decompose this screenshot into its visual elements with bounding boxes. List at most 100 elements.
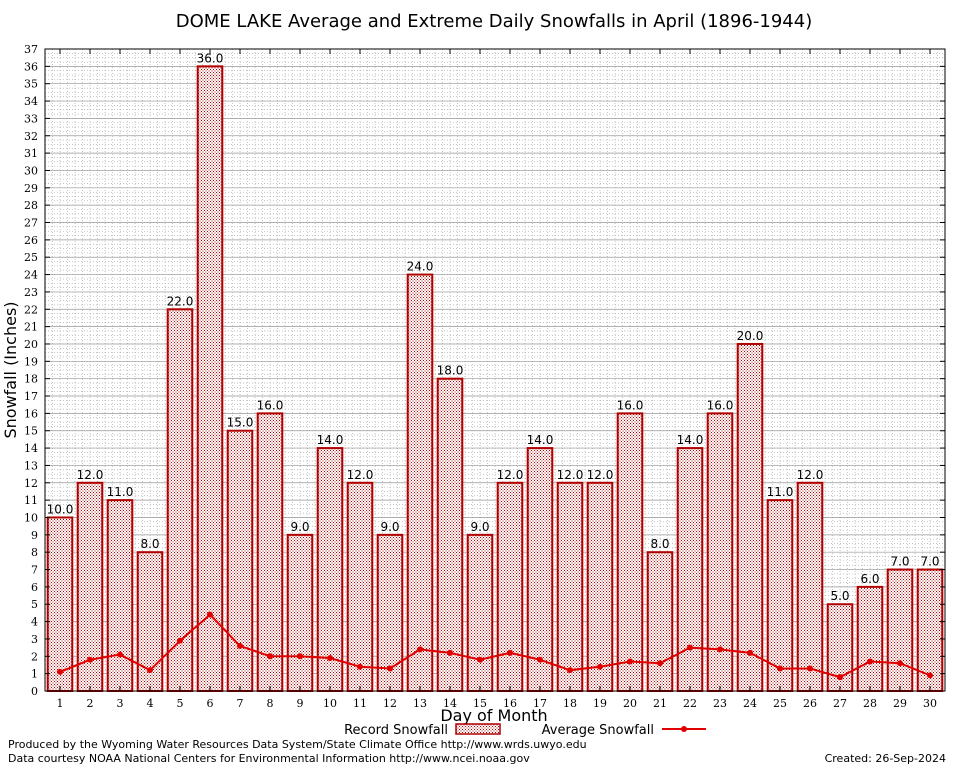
- y-tick-label: 18: [24, 373, 38, 386]
- x-tick-label: 7: [237, 697, 244, 710]
- y-tick-label: 27: [24, 217, 38, 230]
- x-tick-label: 16: [503, 697, 517, 710]
- record-bar: [616, 412, 644, 692]
- x-tick-label: 25: [773, 697, 787, 710]
- average-point: [747, 649, 753, 656]
- average-point: [417, 646, 423, 653]
- average-point: [807, 665, 813, 672]
- record-bar: [886, 568, 914, 692]
- record-bar-label: 8.0: [650, 537, 669, 551]
- y-tick-label: 6: [31, 581, 38, 594]
- record-bar: [556, 481, 584, 692]
- record-bar: [316, 447, 344, 692]
- footer-produced-by: Produced by the Wyoming Water Resources …: [8, 738, 587, 751]
- x-tick-label: 23: [713, 697, 727, 710]
- y-tick-label: 29: [24, 182, 38, 195]
- y-tick-label: 10: [24, 511, 38, 524]
- y-tick-label: 12: [24, 477, 38, 490]
- record-bar-label: 11.0: [107, 485, 134, 499]
- average-point: [717, 646, 723, 653]
- x-tick-label: 10: [323, 697, 337, 710]
- y-tick-label: 22: [24, 303, 38, 316]
- y-tick-label: 8: [31, 546, 38, 559]
- record-bar: [586, 481, 614, 692]
- x-tick-label: 17: [533, 697, 547, 710]
- record-bar: [406, 273, 434, 692]
- average-point: [567, 667, 573, 674]
- average-point: [387, 665, 393, 672]
- record-bar-label: 12.0: [347, 468, 374, 482]
- y-tick-label: 31: [24, 147, 38, 160]
- x-tick-label: 4: [147, 697, 154, 710]
- record-bar: [856, 585, 884, 693]
- record-bar-label: 18.0: [437, 364, 464, 378]
- x-tick-label: 21: [653, 697, 667, 710]
- average-point: [687, 644, 693, 651]
- record-bar-label: 36.0: [197, 51, 224, 65]
- bars: [46, 65, 944, 693]
- x-tick-label: 24: [743, 697, 757, 710]
- grid: [44, 48, 946, 692]
- y-tick-label: 28: [24, 199, 38, 212]
- plot-frame: [44, 48, 946, 692]
- y-tick-label: 4: [31, 616, 38, 629]
- record-bar-label: 14.0: [317, 433, 344, 447]
- record-bar: [526, 447, 554, 692]
- y-tick-label: 7: [31, 564, 38, 577]
- legend: Record Snowfall Average Snowfall: [344, 723, 706, 738]
- average-point: [597, 663, 603, 670]
- x-tick-label: 1: [57, 697, 64, 710]
- x-tick-label: 12: [383, 697, 397, 710]
- average-point: [867, 658, 873, 665]
- record-bar-label: 5.0: [830, 589, 849, 603]
- y-tick-label: 17: [24, 390, 38, 403]
- x-tick-label: 26: [803, 697, 817, 710]
- average-point: [267, 653, 273, 660]
- y-tick-label: 5: [31, 598, 38, 611]
- average-point: [327, 655, 333, 662]
- record-bar-label: 12.0: [497, 468, 524, 482]
- y-tick-label: 0: [31, 685, 38, 698]
- y-tick-label: 23: [24, 286, 38, 299]
- y-tick-label: 36: [24, 60, 38, 73]
- y-tick-label: 21: [24, 321, 38, 334]
- record-bar: [796, 481, 824, 692]
- y-tick-label: 34: [24, 95, 38, 108]
- footer-data-courtesy: Data courtesy NOAA National Centers for …: [8, 752, 530, 765]
- y-tick-label: 32: [24, 130, 38, 143]
- y-axis-label: Snowfall (Inches): [1, 301, 20, 438]
- x-tick-label: 11: [353, 697, 367, 710]
- legend-average-label: Average Snowfall: [542, 723, 654, 738]
- legend-average-marker: [681, 726, 687, 732]
- x-tick-label: 9: [297, 697, 304, 710]
- record-bar-label: 22.0: [167, 294, 194, 308]
- record-bar: [646, 551, 674, 693]
- average-point: [117, 651, 123, 658]
- y-tick-label: 24: [24, 269, 38, 282]
- y-tick-label: 35: [24, 78, 38, 91]
- record-bar-label: 16.0: [617, 398, 644, 412]
- record-bar-label: 14.0: [677, 433, 704, 447]
- record-bar-label: 7.0: [920, 555, 939, 569]
- y-tick-label: 25: [24, 251, 38, 264]
- record-bar: [256, 412, 284, 692]
- record-bar-label: 7.0: [890, 555, 909, 569]
- x-tick-label: 13: [413, 697, 427, 710]
- record-bar-label: 12.0: [77, 468, 104, 482]
- average-point: [237, 642, 243, 649]
- record-bar: [46, 516, 74, 693]
- average-point: [537, 656, 543, 663]
- x-tick-label: 27: [833, 697, 847, 710]
- x-tick-label: 28: [863, 697, 877, 710]
- average-point: [777, 665, 783, 672]
- average-point: [657, 660, 663, 667]
- record-bar: [916, 568, 944, 692]
- average-point: [477, 656, 483, 663]
- record-bar-label: 9.0: [380, 520, 399, 534]
- record-bar-label: 14.0: [527, 433, 554, 447]
- y-tick-label: 9: [31, 529, 38, 542]
- x-tick-label: 20: [623, 697, 637, 710]
- data-labels: 10.012.011.08.022.036.015.016.09.014.012…: [47, 51, 940, 603]
- chart-title: DOME LAKE Average and Extreme Daily Snow…: [176, 11, 812, 32]
